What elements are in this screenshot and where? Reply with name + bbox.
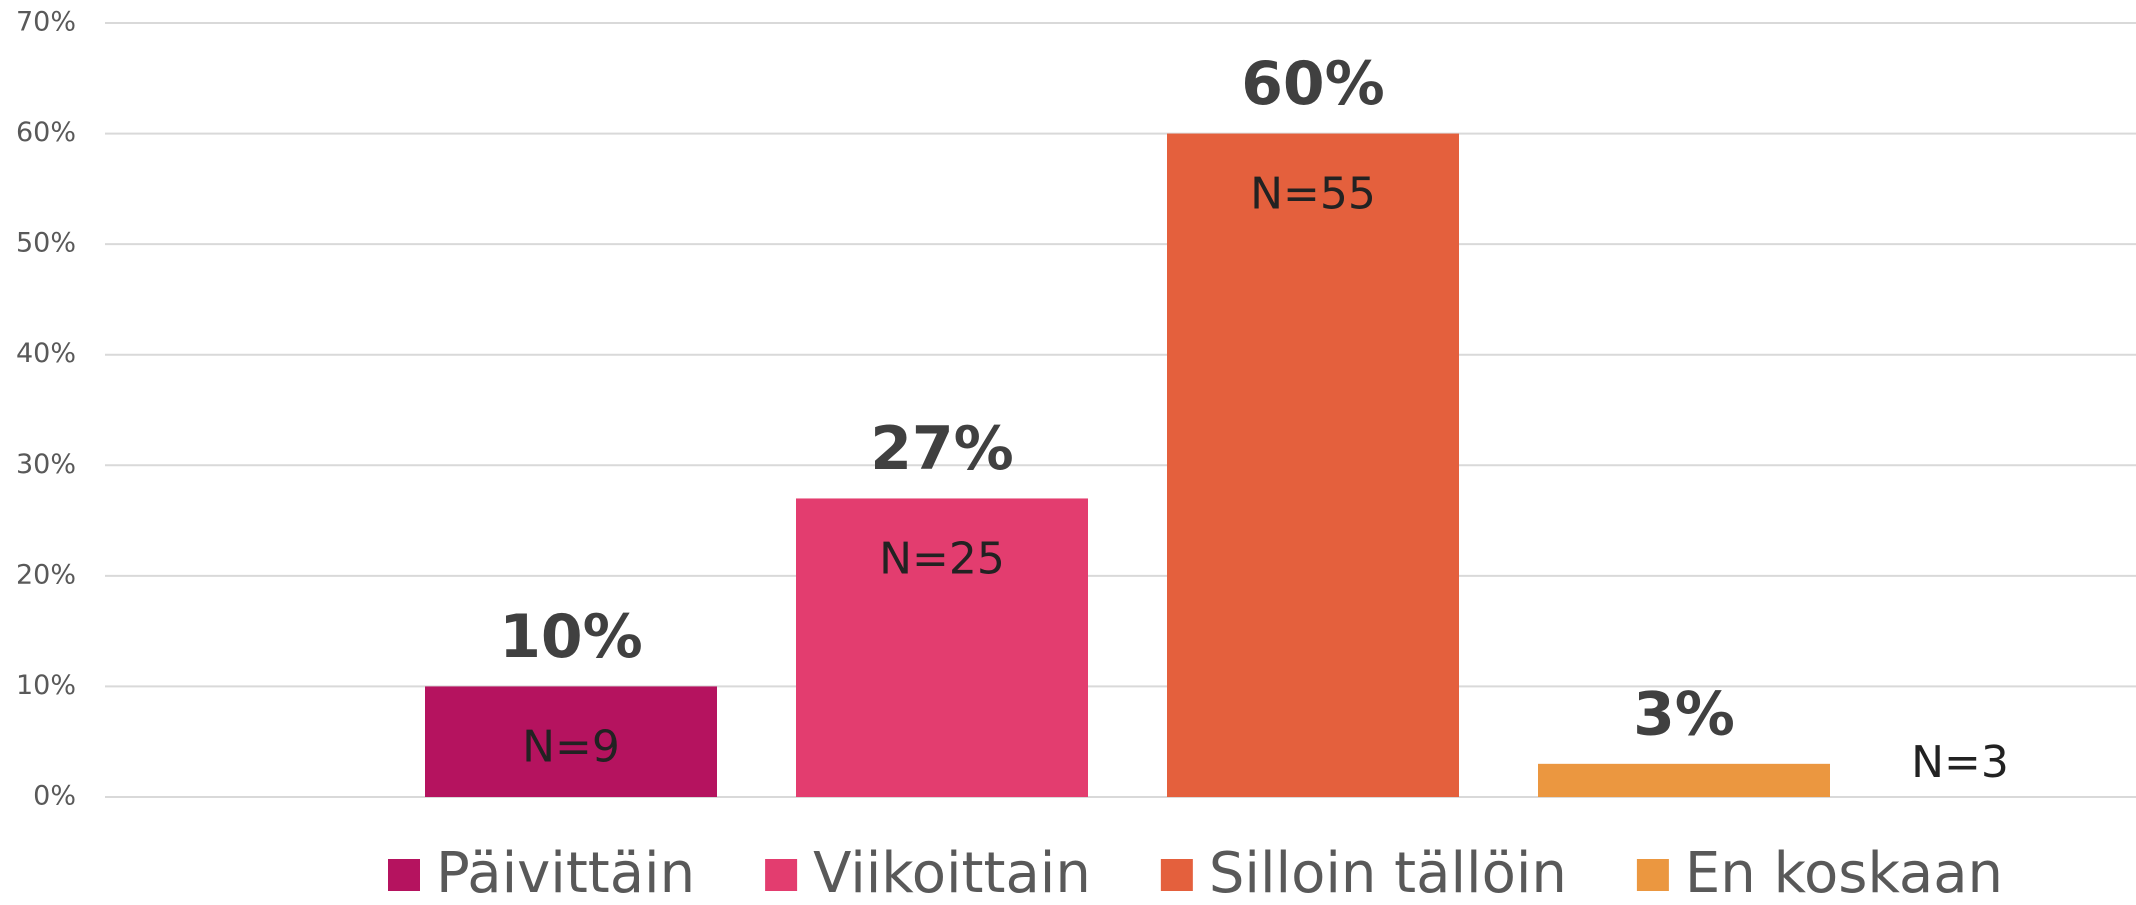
y-tick-label: 40%	[16, 338, 76, 369]
data-label: 60%	[1241, 49, 1385, 119]
n-label: N=25	[879, 533, 1005, 584]
legend-label: En koskaan	[1685, 841, 2003, 901]
y-tick-label: 0%	[33, 781, 76, 812]
legend-swatch	[1636, 859, 1669, 891]
y-tick-label: 70%	[16, 7, 76, 38]
y-tick-label: 10%	[16, 670, 76, 701]
bar	[1538, 763, 1830, 797]
legend-swatch	[388, 859, 420, 891]
n-label: N=3	[1911, 737, 2009, 788]
data-label: 27%	[870, 414, 1014, 484]
n-label: N=9	[522, 721, 620, 772]
y-tick-label: 20%	[16, 559, 76, 590]
data-label: 10%	[499, 602, 643, 672]
data-label: 3%	[1633, 679, 1735, 749]
y-tick-label: 50%	[16, 228, 76, 259]
y-tick-label: 60%	[16, 117, 76, 148]
legend-label: Päivittäin	[436, 841, 695, 901]
y-tick-label: 30%	[16, 449, 76, 480]
legend-label: Viikoittain	[813, 841, 1091, 901]
bar	[796, 498, 1088, 797]
bar	[1167, 133, 1459, 798]
legend-label: Silloin tällöin	[1209, 841, 1567, 901]
n-label: N=55	[1250, 169, 1376, 220]
legend-swatch	[765, 859, 798, 891]
bar	[425, 686, 717, 797]
legend-swatch	[1160, 859, 1193, 891]
